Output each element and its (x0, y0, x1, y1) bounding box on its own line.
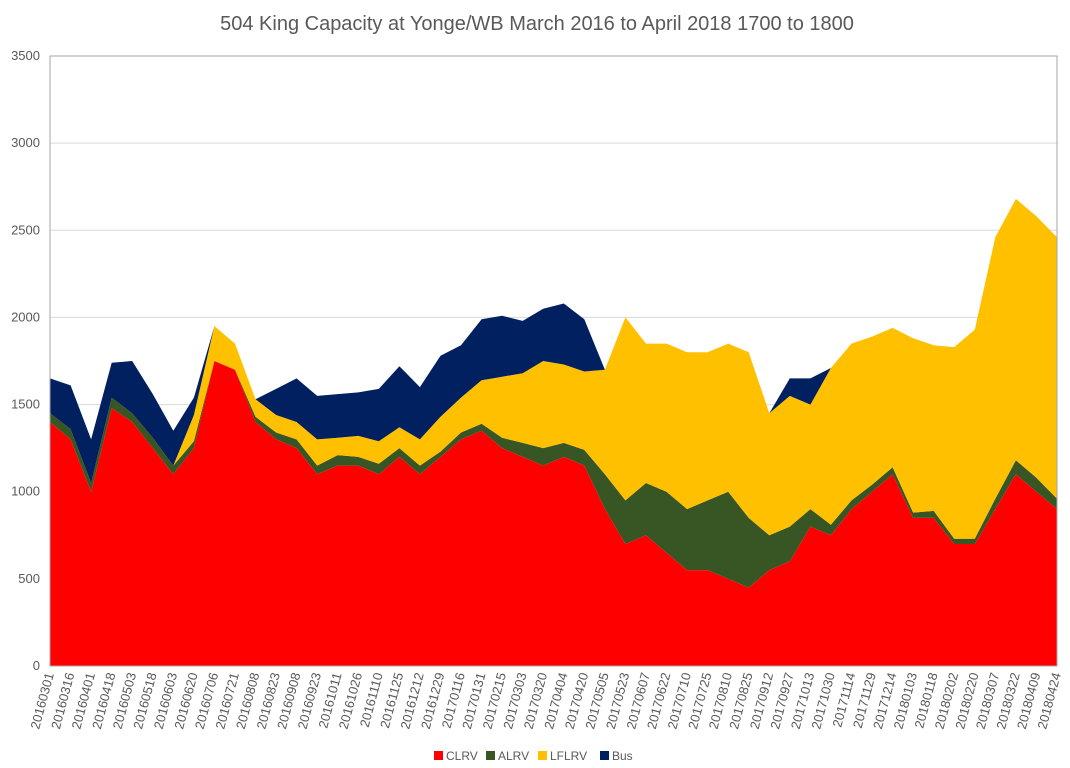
legend-swatch-lflrv (538, 751, 547, 760)
legend-swatch-alrv (486, 751, 495, 760)
y-tick-label: 2000 (11, 309, 40, 324)
y-tick-label: 1500 (11, 397, 40, 412)
y-tick-label: 3000 (11, 135, 40, 150)
y-tick-label: 500 (18, 571, 40, 586)
y-tick-label: 3500 (11, 48, 40, 63)
legend-swatch-bus (600, 751, 609, 760)
legend-label-bus: Bus (612, 749, 633, 763)
y-tick-label: 0 (33, 658, 40, 673)
legend-label-alrv: ALRV (498, 749, 529, 763)
chart-title: 504 King Capacity at Yonge/WB March 2016… (220, 13, 854, 35)
plot-area-border (49, 55, 1058, 667)
area-series-alrv (50, 361, 1057, 588)
area-series-group (50, 198, 1057, 666)
legend-label-clrv: CLRV (446, 749, 478, 763)
legend-label-lflrv: LFLRV (550, 749, 587, 763)
legend-swatch-clrv (434, 751, 443, 760)
y-tick-label: 2500 (11, 222, 40, 237)
area-series-bus (50, 198, 1057, 483)
area-series-clrv (50, 361, 1057, 666)
legend: CLRV ALRV LFLRV Bus (434, 749, 633, 763)
y-tick-label: 1000 (11, 484, 40, 499)
area-series-lflrv (50, 198, 1057, 539)
